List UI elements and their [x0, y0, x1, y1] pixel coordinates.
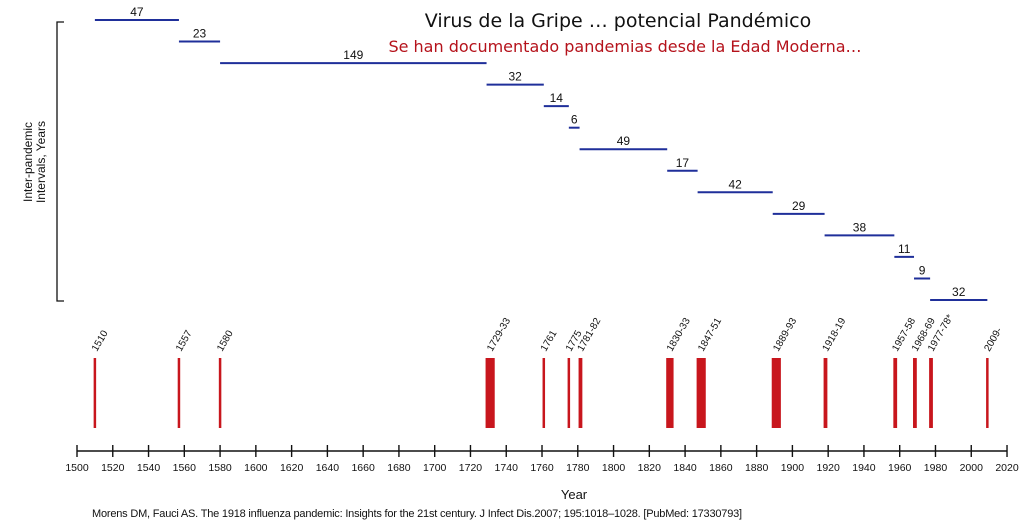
x-tick-label: 1840: [673, 462, 697, 474]
interval-label: 29: [792, 199, 806, 213]
citation-text: Morens DM, Fauci AS. The 1918 influenza …: [92, 508, 742, 520]
interval-label: 17: [676, 156, 690, 170]
pandemic-bar: [696, 358, 706, 428]
pandemic-label: 1761: [539, 328, 560, 353]
interval-label: 32: [509, 70, 523, 84]
interval-label: 38: [853, 220, 867, 234]
page-title: Virus de la Gripe … potencial Pandémico: [424, 10, 812, 32]
interval-label: 9: [919, 263, 926, 277]
pandemic-label: 1918-19: [821, 316, 849, 354]
pandemic-label: 1729-33: [485, 316, 513, 354]
interval-label: 149: [343, 48, 363, 62]
x-tick-label: 1880: [745, 462, 769, 474]
x-tick-label: 1960: [888, 462, 912, 474]
x-tick-label: 1500: [65, 462, 89, 474]
interval-series: 47 23 149 32 14 6 49 17 42 29 38 11 9 32: [94, 5, 988, 301]
x-axis: 1500 1520 1540 1560 1580 1600 1620 1640 1660 1680…: [65, 445, 1019, 474]
x-tick-label: 1720: [459, 462, 483, 474]
interval-label: 47: [130, 5, 144, 19]
x-tick-label: 1900: [781, 462, 805, 474]
x-axis-label: Year: [561, 487, 588, 502]
pandemic-label: 1580: [215, 328, 236, 353]
x-tick-label: 1980: [924, 462, 948, 474]
pandemic-bar: [93, 358, 97, 428]
y-axis-label: Inter-pandemicIntervals, Years: [21, 121, 48, 203]
interval-label: 32: [952, 285, 966, 299]
y-axis-bracket-line: [56, 21, 64, 302]
x-tick-label: 2000: [960, 462, 984, 474]
x-tick-label: 1780: [566, 462, 590, 474]
pandemic-bar: [823, 358, 828, 428]
interval-label: 6: [571, 113, 578, 127]
y-axis-bracket: [56, 21, 64, 302]
x-tick-label: 1680: [387, 462, 411, 474]
pandemic-bar: [578, 358, 583, 428]
pandemic-bar: [567, 358, 571, 428]
x-tick-label: 1640: [316, 462, 340, 474]
x-tick-label: 1580: [208, 462, 232, 474]
x-tick-label: 1560: [173, 462, 197, 474]
pandemic-bar: [485, 358, 495, 428]
pandemic-bar: [893, 358, 898, 428]
interval-label: 14: [550, 91, 564, 105]
pandemic-label: 1889-93: [771, 316, 799, 354]
y-axis-label-line: Intervals, Years: [34, 121, 48, 203]
pandemic-bar: [771, 358, 781, 428]
x-tick-label: 1660: [351, 462, 375, 474]
page-subtitle: Se han documentado pandemias desde la Ed…: [388, 37, 862, 56]
x-tick-label: 1760: [530, 462, 554, 474]
pandemic-bar: [542, 358, 546, 428]
x-tick-label: 1800: [602, 462, 626, 474]
interval-label: 42: [728, 177, 742, 191]
x-tick-label: 1820: [638, 462, 662, 474]
pandemic-bar: [666, 358, 674, 428]
x-tick-label: 1540: [137, 462, 161, 474]
pandemic-label: 1830-33: [665, 316, 693, 354]
pandemic-label: 1510: [90, 328, 111, 353]
x-tick-label: 1620: [280, 462, 304, 474]
pandemic-label: 1557: [174, 328, 195, 353]
interval-label: 11: [898, 242, 911, 256]
y-axis-label-line: Inter-pandemic: [21, 122, 35, 202]
interval-label: 23: [193, 27, 207, 41]
pandemic-bar: [177, 358, 181, 428]
x-tick-label: 1920: [816, 462, 840, 474]
x-tick-label: 1520: [101, 462, 125, 474]
x-tick-label: 1700: [423, 462, 447, 474]
x-tick-label: 1860: [709, 462, 733, 474]
interval-label: 49: [617, 134, 631, 148]
x-tick-label: 2020: [995, 462, 1019, 474]
pandemic-bar: [986, 358, 989, 428]
pandemic-label: 2009-: [982, 326, 1004, 354]
pandemic-bar: [913, 358, 917, 428]
pandemic-bar: [929, 358, 933, 428]
pandemic-bar: [218, 358, 222, 428]
x-tick-label: 1740: [495, 462, 519, 474]
x-tick-label: 1600: [244, 462, 268, 474]
x-tick-label: 1940: [852, 462, 876, 474]
pandemic-label: 1847-51: [696, 316, 724, 354]
